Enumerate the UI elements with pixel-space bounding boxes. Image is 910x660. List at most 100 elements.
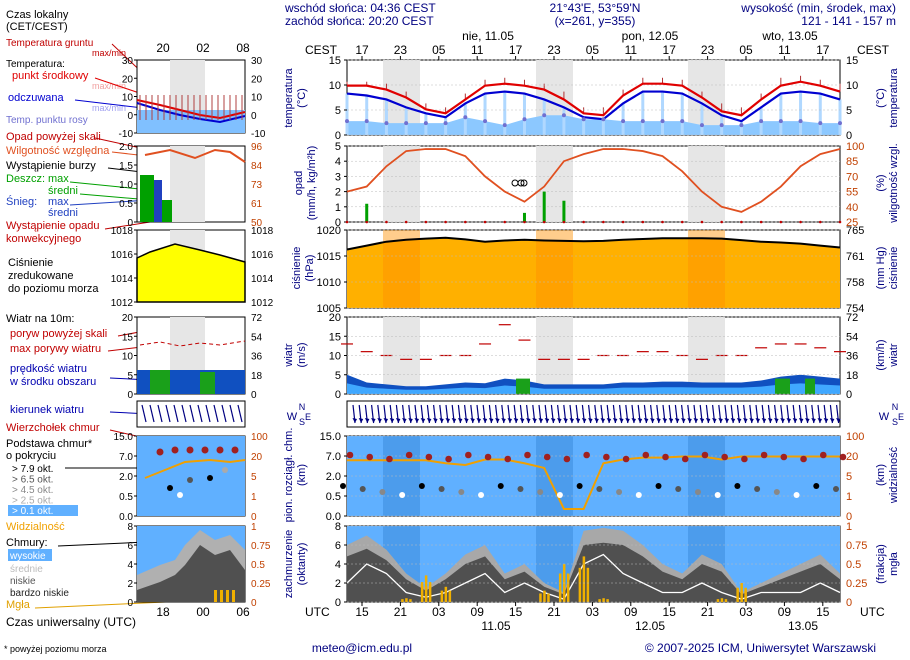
axis-tick-right: 18 (846, 370, 858, 382)
rain-label: Deszcz: (6, 173, 45, 185)
rain-bar (365, 203, 369, 222)
mini-tick-right: 100 (251, 432, 268, 443)
mini-tick-left: 2 (127, 579, 133, 590)
mini-visibility-line (144, 458, 246, 479)
wind-speed-label: w środku obszaru (9, 376, 96, 388)
precip-zero-marker (503, 220, 507, 224)
temp-axis-label: temperatura (283, 67, 295, 127)
utc-hour-tick: 15 (355, 605, 369, 619)
fog-axis-label: mgła (888, 551, 900, 576)
axis-tick-left: 0 (335, 130, 341, 142)
low-clouds-label: niskie (10, 576, 36, 587)
wind-green-band (516, 378, 530, 394)
mini-tick-left: 4 (127, 560, 133, 571)
axis-tick-right: 754 (846, 303, 864, 315)
fog-bar (424, 575, 428, 602)
wind-arrow-head (575, 418, 581, 423)
mini-tick-right: 1018 (251, 226, 274, 237)
wind-arrow-head (755, 418, 760, 423)
mini-cloud-base-dot (167, 485, 173, 491)
mini-tick-left: 0 (127, 390, 133, 401)
dew-point-dot (364, 119, 369, 124)
fog-bar (740, 583, 743, 602)
precip-axis-label: opad (293, 171, 305, 195)
axis-tick-left: 4 (335, 156, 341, 168)
cloud-base-label: Podstawa chmur* (6, 438, 93, 450)
mini-wind-arrow (205, 404, 211, 423)
axis-tick-left: 15 (329, 55, 341, 67)
mini-wind-arrow (165, 404, 171, 423)
temp-axis-label: (°C) (296, 88, 308, 108)
dew-point-dot (463, 115, 468, 120)
axis-tick-left: 15 (329, 331, 341, 343)
mini-fog-bar (220, 590, 223, 602)
precip-zero-marker (799, 220, 802, 224)
wind-arrow-head (495, 418, 500, 423)
mini-pressure-area (136, 243, 246, 303)
cloud-base-dot (399, 492, 406, 498)
cloud-base-dot (458, 489, 465, 495)
cloud-base-dot (754, 486, 761, 492)
utc-label: UTC (860, 605, 885, 619)
compass-s: S (299, 417, 305, 427)
wind-arrow-head (371, 418, 376, 423)
axis-tick-right: 758 (846, 277, 864, 289)
cloud-base-dot (694, 489, 701, 495)
axis-tick-right: 0 (846, 597, 852, 609)
cloudbase-axis-label: pion. rozciągł. chm. (283, 428, 295, 523)
fog-bar (401, 599, 404, 602)
utc-hour-tick: 15 (509, 605, 523, 619)
mini-local-tick: 02 (196, 41, 210, 55)
pressure-line (346, 236, 841, 251)
precip-zero-marker (345, 220, 349, 224)
axis-tick-right: 0 (846, 130, 852, 142)
visibility-legend: Widzialność (6, 521, 65, 533)
wind-arrow-head (600, 418, 605, 423)
mini-cloud-top-dot (186, 446, 194, 454)
precip-zero-marker (365, 220, 369, 224)
wind-arrow-head (724, 418, 729, 423)
cloud-base-dot (655, 483, 662, 489)
axis-tick-right: 40 (846, 202, 858, 214)
utc-hour-tick: 09 (471, 605, 485, 619)
wind-arrow-head (699, 418, 705, 423)
wind-arrow-head (569, 418, 574, 423)
axis-tick-right: 36 (846, 351, 858, 363)
mini-tick-right: 84 (251, 161, 263, 172)
precip-zero-marker (444, 220, 447, 224)
ground-temp-label: Temperatura gruntu (6, 38, 93, 49)
mini-tick-right: 36 (251, 352, 263, 363)
dew-point-dot (680, 119, 685, 124)
storm-label: Wystąpienie burzy (6, 160, 96, 172)
wind-arrow-head (712, 418, 717, 423)
wind-arrow-head (408, 418, 413, 423)
axis-tick-right: 55 (846, 187, 858, 199)
gust-above-label: poryw powyżej skali (10, 328, 107, 340)
precip-above-label: Opad powyżej skali (6, 131, 101, 143)
mini-tick-left: 0.5 (119, 492, 133, 503)
wind-arrow-head (426, 418, 432, 423)
mini-wind-arrow (157, 404, 163, 423)
dew-point-dot (384, 121, 389, 126)
mini-cloud-base-dot (187, 477, 193, 483)
cloud-top-dot (701, 451, 709, 459)
dew-point-dot (778, 119, 783, 124)
utc-hour-tick: 15 (816, 605, 830, 619)
cloud-top-dot (780, 453, 788, 461)
mini-dir-panel (136, 400, 246, 428)
wind-axis-label: wiatr (283, 343, 295, 368)
dew-point-dot (345, 119, 349, 124)
mini-tick-right: 0.5 (251, 560, 265, 571)
wind-arrow-head (612, 418, 618, 423)
cloud-top-dot (543, 453, 551, 461)
cloud-base-dot (635, 492, 642, 498)
local-hour-tick: 11 (778, 43, 791, 57)
temp-mid-label: punkt środkowy (12, 70, 89, 82)
dew-point-dot (838, 121, 842, 126)
axis-tick-left: 0.0 (326, 511, 341, 523)
axis-tick-left: 0 (335, 389, 341, 401)
wind-axis-label: (m/s) (296, 342, 308, 367)
axis-tick-left: 2 (335, 187, 341, 199)
fog-bar (409, 599, 412, 602)
humidity-legend-label: Wilgotność względna (6, 145, 110, 157)
